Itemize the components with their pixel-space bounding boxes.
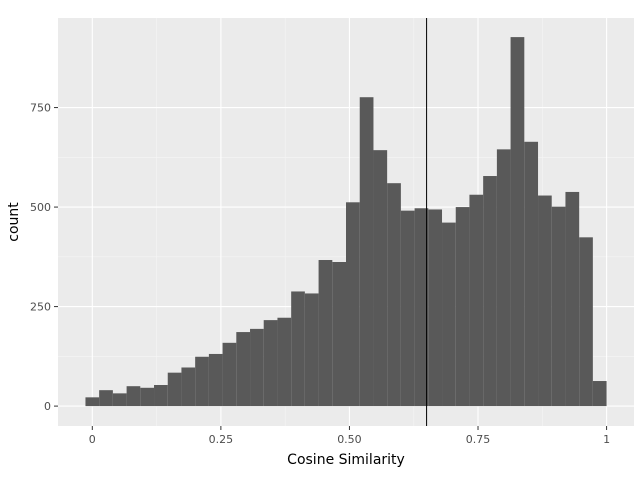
histogram-bar xyxy=(359,97,374,407)
histogram-bar xyxy=(195,356,209,407)
histogram-bar xyxy=(538,195,552,407)
x-tick-label: 0.25 xyxy=(209,433,234,446)
histogram-bar xyxy=(140,387,155,407)
histogram-bar xyxy=(387,183,401,407)
histogram-bar xyxy=(263,320,278,407)
histogram-bar xyxy=(442,222,456,407)
y-axis: 0 250 500 750 xyxy=(30,102,58,413)
histogram-bar xyxy=(318,260,333,407)
histogram-bar xyxy=(469,194,484,407)
histogram-bar xyxy=(551,206,566,407)
histogram-bar xyxy=(510,37,525,407)
histogram-bar xyxy=(579,237,593,407)
histogram-bar xyxy=(250,328,264,407)
histogram-bar xyxy=(455,207,470,407)
histogram-bar xyxy=(222,342,237,407)
histogram-bars xyxy=(85,37,607,407)
x-axis-title: Cosine Similarity xyxy=(287,452,405,468)
y-tick-label: 500 xyxy=(30,201,51,214)
x-axis: 0 0.25 0.50 0.75 1 xyxy=(89,426,610,446)
y-axis-title: count xyxy=(6,202,22,242)
histogram-bar xyxy=(346,202,360,407)
histogram-bar xyxy=(277,317,292,407)
histogram-bar xyxy=(428,209,443,407)
y-tick-label: 750 xyxy=(30,102,51,115)
histogram-bar xyxy=(236,332,251,407)
histogram-bar xyxy=(126,386,141,407)
histogram-bar xyxy=(85,397,100,407)
histogram-bar xyxy=(592,381,607,407)
x-tick-label: 1 xyxy=(603,433,610,446)
y-tick-label: 0 xyxy=(44,400,51,413)
histogram-bar xyxy=(208,353,223,407)
histogram-bar xyxy=(373,150,388,407)
x-tick-label: 0 xyxy=(89,433,96,446)
histogram-bar xyxy=(167,372,182,407)
histogram-bar xyxy=(400,210,415,407)
x-tick-label: 0.75 xyxy=(466,433,491,446)
x-tick-label: 0.50 xyxy=(337,433,362,446)
y-tick-label: 250 xyxy=(30,301,51,314)
histogram-bar xyxy=(496,149,511,407)
histogram-bar xyxy=(291,291,305,407)
histogram-bar xyxy=(524,141,539,407)
histogram-bar xyxy=(483,176,497,407)
histogram-bar xyxy=(414,208,429,407)
histogram-bar xyxy=(181,367,196,407)
histogram-bar xyxy=(332,262,346,407)
histogram-bar xyxy=(154,385,168,407)
histogram-bar xyxy=(99,390,113,407)
histogram-bar xyxy=(112,393,127,407)
histogram-bar xyxy=(304,293,319,407)
histogram-bar xyxy=(565,191,580,407)
